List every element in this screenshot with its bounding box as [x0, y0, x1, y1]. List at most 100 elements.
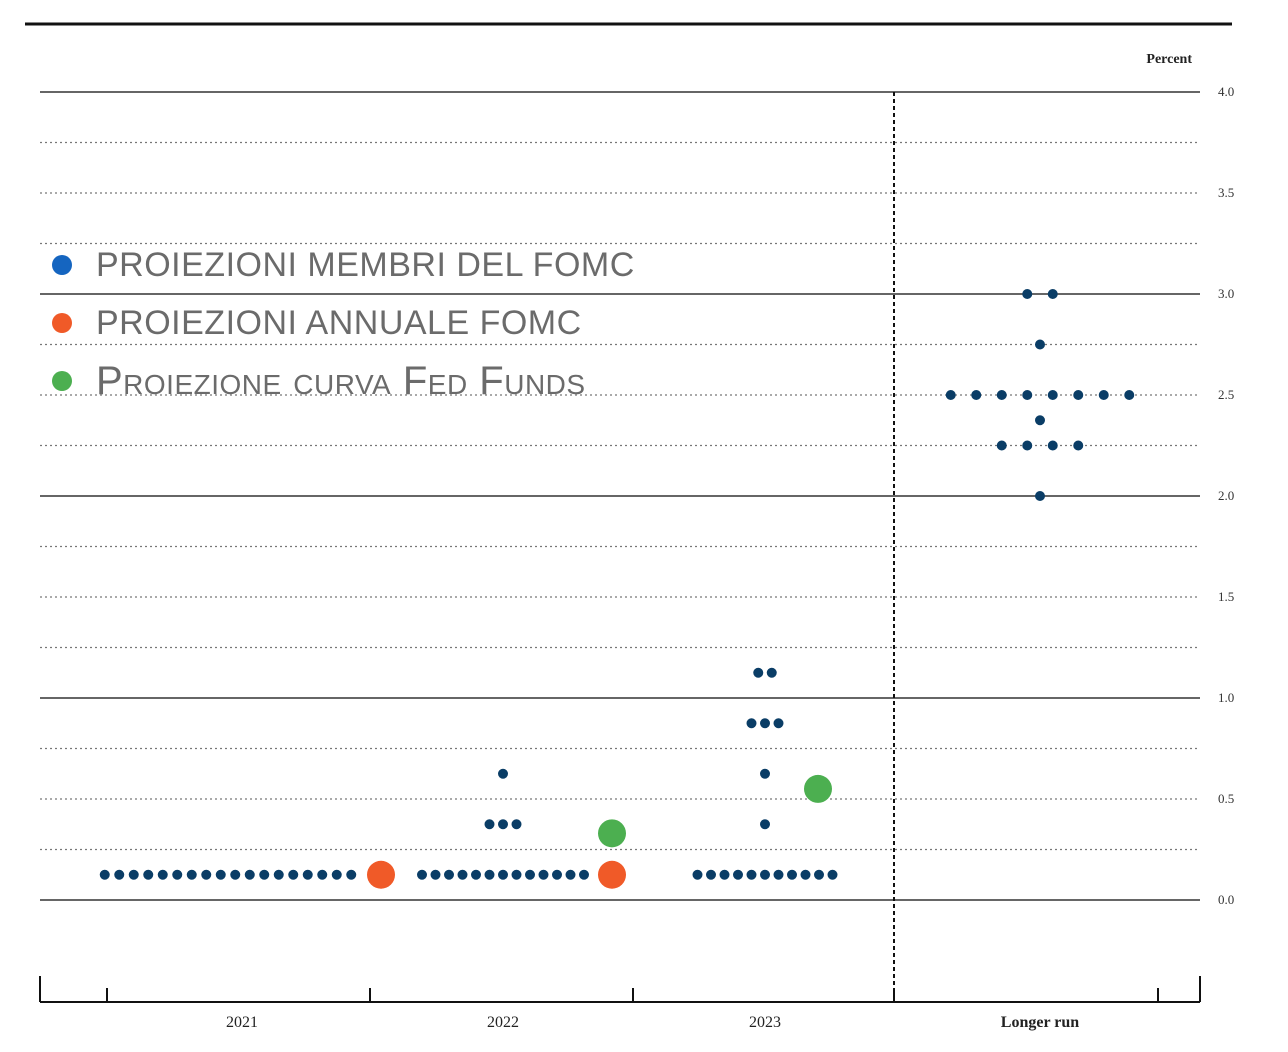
fomc-member-dot: [99, 869, 110, 880]
fomc-member-dot: [273, 869, 284, 880]
fomc-member-dot: [1035, 415, 1045, 426]
y-tick-label: 4.0: [1218, 84, 1234, 99]
fomc-member-dot: [114, 869, 125, 880]
x-tick-label: Longer run: [1001, 1014, 1079, 1031]
fomc-member-dot: [1098, 390, 1109, 400]
legend: PROIEZIONI MEMBRI DEL FOMC PROIEZIONI AN…: [52, 236, 635, 410]
fomc-member-dot: [760, 869, 770, 880]
fomc-member-dot: [945, 390, 956, 400]
y-tick-label: 0.0: [1218, 892, 1234, 907]
fomc-member-dot: [259, 869, 270, 880]
fomc-member-dot: [1047, 289, 1058, 299]
legend-label: PROIEZIONI MEMBRI DEL FOMC: [96, 245, 635, 284]
fomc-member-dot: [719, 869, 730, 880]
legend-item-fomc-annual: PROIEZIONI ANNUALE FOMC: [52, 294, 635, 352]
y-tick-label: 2.0: [1218, 488, 1234, 503]
legend-marker-orange: [52, 313, 72, 333]
fomc-member-dot: [1035, 491, 1045, 501]
fomc-member-dot: [498, 869, 508, 880]
fomc-member-dot: [746, 869, 757, 880]
fomc-member-dot: [331, 869, 342, 880]
x-tick-label: 2022: [487, 1014, 519, 1031]
fomc-member-dot: [766, 667, 777, 678]
y-tick-label: 3.5: [1218, 185, 1234, 200]
fomc-member-dot: [692, 869, 703, 880]
fomc-member-dot: [346, 869, 357, 880]
y-tick-label: 3.0: [1218, 286, 1234, 301]
x-tick-label: 2023: [749, 1014, 781, 1031]
fomc-member-dot: [186, 869, 197, 880]
fomc-member-dot: [143, 869, 154, 880]
fomc-member-dot: [706, 869, 716, 880]
fomc-member-dot: [1047, 390, 1058, 400]
fomc-member-dot: [430, 869, 441, 880]
fomc-member-dot: [773, 718, 784, 729]
fomc-member-dot: [996, 390, 1007, 400]
fomc-member-dot: [302, 869, 313, 880]
fomc-member-dot: [1073, 390, 1084, 400]
fomc-member-dot: [128, 869, 139, 880]
x-tick-label: 2021: [226, 1014, 258, 1031]
fomc-member-dot: [471, 869, 481, 880]
fomc-member-dot: [800, 869, 811, 880]
fed-funds-curve-dot: [598, 819, 626, 848]
legend-label: PROIEZIONI ANNUALE FOMC: [96, 303, 582, 342]
y-tick-label: 2.5: [1218, 387, 1234, 402]
fomc-member-dot: [827, 869, 838, 880]
fomc-member-dot: [1124, 390, 1135, 400]
fomc-member-dot: [201, 869, 212, 880]
fomc-member-dot: [579, 869, 589, 880]
fomc-member-dot: [565, 869, 576, 880]
legend-marker-green: [52, 371, 72, 391]
fomc-member-dot: [552, 869, 562, 880]
fomc-member-dot: [760, 718, 770, 729]
fomc-member-dot: [417, 869, 427, 880]
fomc-member-dot: [215, 869, 226, 880]
unit-label: Percent: [1146, 52, 1192, 67]
fomc-member-dot: [288, 869, 299, 880]
fomc-member-dot: [814, 869, 824, 880]
fomc-member-dot: [746, 718, 757, 729]
fomc-member-dot: [753, 667, 764, 678]
fomc-member-dot: [1022, 440, 1033, 451]
grid: [40, 91, 1200, 1002]
fomc-member-dot: [244, 869, 255, 880]
y-tick-label: 0.5: [1218, 791, 1234, 806]
fomc-member-dot: [538, 869, 549, 880]
fomc-member-dot: [733, 869, 743, 880]
fomc-member-dot: [230, 869, 241, 880]
legend-marker-blue: [52, 255, 72, 275]
fomc-member-dot: [484, 869, 495, 880]
fomc-member-dot: [525, 869, 535, 880]
fomc-member-dot: [1047, 440, 1058, 451]
fomc-annual-projection-dot: [598, 860, 626, 889]
fomc-member-dot: [1022, 289, 1033, 299]
fomc-member-dot: [1073, 440, 1084, 451]
fomc-member-dot: [457, 869, 468, 880]
fomc-member-dot: [1022, 390, 1033, 400]
fomc-member-dot: [760, 768, 770, 779]
legend-label: Proiezione curva Fed Funds: [96, 358, 586, 403]
fomc-member-dot: [760, 819, 770, 830]
fomc-member-dot: [498, 819, 508, 830]
fed-funds-curve-dot: [804, 774, 832, 803]
fomc-member-dot: [787, 869, 797, 880]
y-tick-label: 1.5: [1218, 589, 1234, 604]
fomc-member-dot: [444, 869, 454, 880]
fomc-member-dot: [971, 390, 982, 400]
fomc-member-dot: [996, 440, 1007, 451]
fomc-member-dot: [511, 869, 522, 880]
fomc-member-dot: [498, 768, 508, 779]
fomc-member-dot: [484, 819, 495, 830]
plot-area: [99, 289, 1135, 889]
fomc-member-dot: [1035, 339, 1045, 350]
legend-item-fed-funds-curve: Proiezione curva Fed Funds: [52, 352, 635, 410]
fomc-member-dot: [511, 819, 522, 830]
legend-item-fomc-members: PROIEZIONI MEMBRI DEL FOMC: [52, 236, 635, 294]
fomc-member-dot: [157, 869, 168, 880]
y-axis: 0.0 0.5 1.0 1.5 2.0 2.5 3.0 3.5 4.0: [1218, 84, 1234, 907]
fomc-member-dot: [317, 869, 328, 880]
fomc-member-dot: [773, 869, 784, 880]
y-tick-label: 1.0: [1218, 690, 1234, 705]
